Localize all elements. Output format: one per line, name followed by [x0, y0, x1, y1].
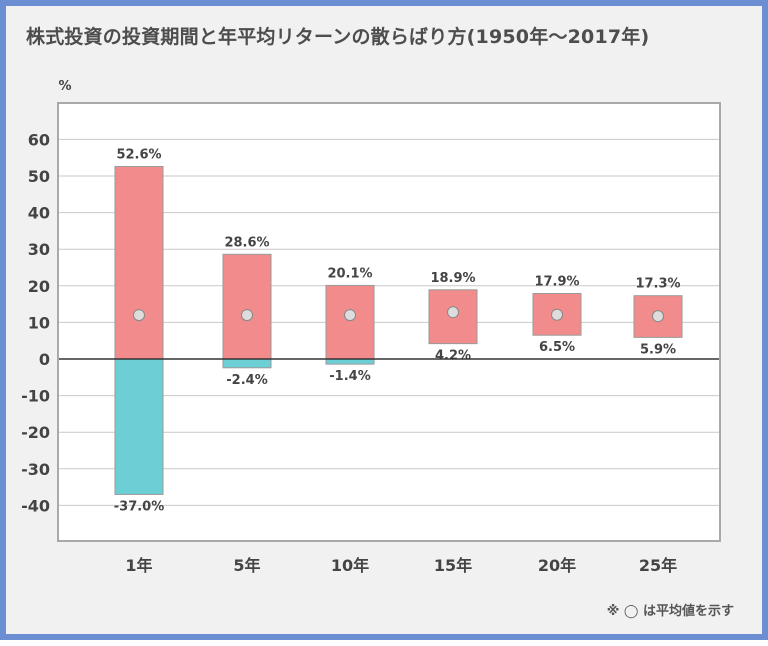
mean-marker — [133, 309, 145, 322]
y-tick-label: 0 — [39, 350, 50, 369]
y-tick-label: 10 — [28, 313, 50, 332]
min-value-label: -37.0% — [114, 499, 165, 514]
max-value-label: 17.9% — [534, 274, 579, 289]
y-axis-unit-label: % — [58, 79, 71, 94]
max-value-label: 17.3% — [635, 277, 680, 292]
y-tick-label: 40 — [28, 204, 50, 223]
y-tick-label: 50 — [28, 167, 50, 186]
y-tick-label: 30 — [28, 240, 50, 259]
max-value-label: 18.9% — [430, 271, 475, 286]
y-tick-label: 20 — [28, 277, 50, 296]
mean-marker-note: ※ ◯ は平均値を示す — [606, 604, 734, 619]
positive-range-bar — [325, 284, 375, 360]
y-tick-label: -40 — [21, 496, 50, 515]
positive-range-bar — [222, 253, 272, 360]
positive-range-bar — [114, 165, 164, 360]
mean-marker — [241, 309, 253, 322]
x-category-label: 15年 — [434, 556, 472, 575]
y-tick-label: -10 — [21, 387, 50, 406]
x-category-label: 5年 — [233, 556, 260, 575]
chart-title: 株式投資の投資期間と年平均リターンの散らばり方(1950年～2017年) — [26, 26, 650, 48]
plot-border — [57, 102, 721, 542]
x-category-label: 25年 — [639, 556, 677, 575]
x-category-label: 1年 — [125, 556, 152, 575]
max-value-label: 52.6% — [116, 147, 161, 162]
x-category-label: 10年 — [331, 556, 369, 575]
x-category-label: 20年 — [538, 556, 576, 575]
mean-marker — [551, 308, 563, 321]
negative-range-bar — [114, 358, 164, 495]
positive-range-bar — [532, 292, 582, 336]
mean-marker — [344, 309, 356, 322]
mean-marker — [447, 306, 459, 319]
min-value-label: -1.4% — [329, 369, 370, 384]
y-tick-label: -20 — [21, 423, 50, 442]
mean-marker — [652, 310, 664, 323]
min-value-label: 5.9% — [640, 342, 676, 357]
y-tick-label: 60 — [28, 130, 50, 149]
y-tick-label: -30 — [21, 460, 50, 479]
min-value-label: -2.4% — [226, 373, 267, 388]
max-value-label: 28.6% — [224, 235, 269, 250]
min-value-label: 6.5% — [539, 340, 575, 355]
max-value-label: 20.1% — [327, 266, 372, 281]
range-bar-chart: 60 50 40 30 20 10 0 -10 -20 -30 -40% 52.6% -37.0% 1年 2… — [21, 79, 721, 575]
negative-range-bar — [222, 358, 272, 369]
min-value-label: 4.2% — [435, 349, 471, 364]
